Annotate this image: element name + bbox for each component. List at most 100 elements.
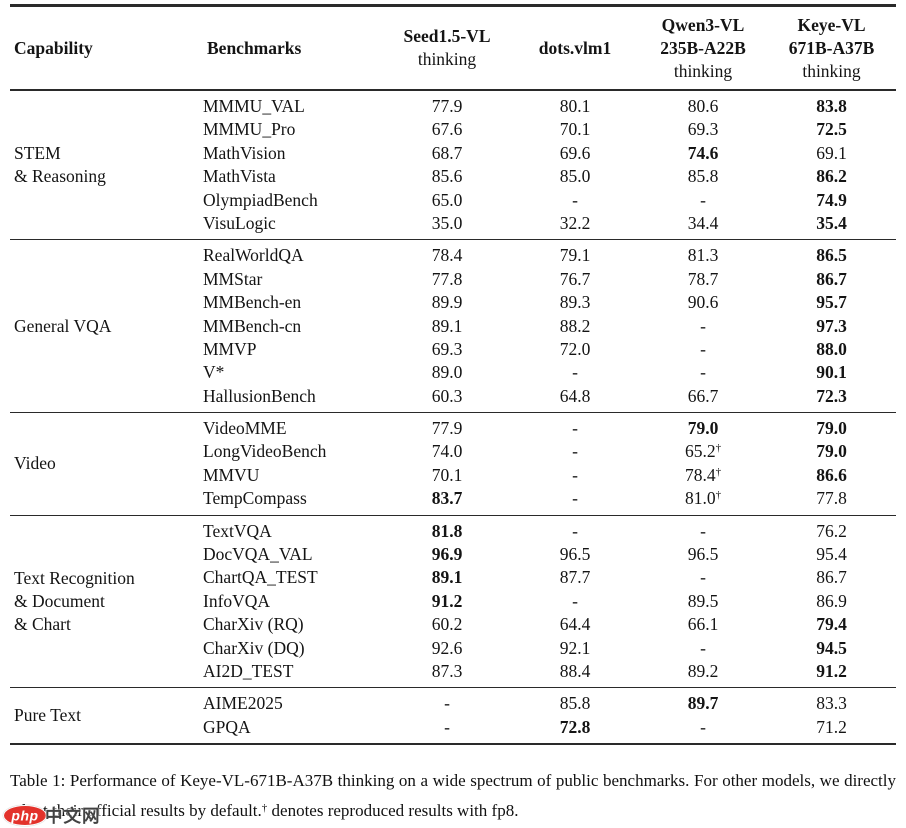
- score-cell: 65.2†: [684, 441, 722, 462]
- score-cell: 92.6: [431, 637, 463, 658]
- benchmark-name: HallusionBench: [203, 385, 316, 406]
- capability-label-line: & Document: [14, 591, 105, 611]
- group-separator-rule: [10, 412, 896, 414]
- score-cell: 97.3: [816, 315, 847, 336]
- score-cell: -: [700, 315, 706, 336]
- header-cell-benchmarks: Benchmarks: [203, 37, 383, 60]
- score-cell: 79.0: [687, 418, 719, 439]
- score-cell: 96.9: [431, 544, 463, 565]
- score-cell: 79.0: [816, 441, 847, 462]
- capability-group-0: STEM & Reasoning MMMU_VAL 77.9 80.1 80.6 83.8 M…: [10, 91, 896, 239]
- capability-label: STEM & Reasoning: [10, 91, 203, 239]
- score-cell: 89.7: [687, 693, 719, 714]
- score-cell: -: [572, 418, 578, 439]
- model-header-line: Keye-VL: [797, 14, 866, 35]
- score-cell: 35.0: [431, 212, 463, 233]
- benchmark-row: AIME2025 - 85.8 89.7 83.3: [10, 692, 896, 715]
- score-cell: 88.2: [559, 315, 591, 336]
- score-cell: -: [700, 716, 706, 737]
- table-caption: Table 1: Performance of Keye-VL-671B-A37…: [10, 768, 896, 824]
- score-cell: 69.3: [687, 119, 719, 140]
- benchmark-row: TextVQA 81.8 - - 76.2: [10, 520, 896, 543]
- score-cell: 88.4: [559, 660, 591, 681]
- capability-group-2: Video VideoMME 77.9-79.0 79.0 LongVideoBench…: [10, 413, 896, 515]
- score-cell: 79.1: [559, 245, 591, 266]
- score-cell: 65.0: [431, 189, 463, 210]
- capability-label: Pure Text: [10, 688, 203, 743]
- capability-header-label: Capability: [14, 37, 93, 58]
- score-cell: 67.6: [431, 119, 463, 140]
- model-header-line: 235B-A22B: [660, 37, 746, 58]
- header-cell-model-0: Seed1.5-VL thinking: [383, 25, 511, 71]
- dagger-symbol: †: [715, 489, 722, 502]
- score-cell: 89.3: [559, 292, 591, 313]
- score-cell: 69.1: [816, 142, 847, 163]
- score-cell: 32.2: [559, 212, 591, 233]
- score-cell: 89.5: [687, 590, 719, 611]
- group-separator-rule: [10, 687, 896, 689]
- benchmark-name: MMMU_VAL: [203, 96, 305, 116]
- score-cell: 34.4: [687, 212, 719, 233]
- benchmark-row: V* 89.0 - - 90.1: [10, 361, 896, 384]
- score-cell: 64.4: [559, 614, 591, 635]
- benchmark-name: TempCompass: [203, 488, 307, 509]
- capability-label: Video: [10, 413, 203, 515]
- dagger-symbol: †: [715, 465, 722, 478]
- benchmark-name: CharXiv (RQ): [203, 614, 304, 635]
- score-cell: -: [572, 590, 578, 611]
- score-cell: 83.8: [816, 96, 847, 116]
- capability-label-line: & Reasoning: [14, 166, 106, 187]
- dagger-symbol: †: [261, 801, 268, 814]
- score-cell: 81.0†: [684, 488, 722, 509]
- score-cell: 91.2: [431, 590, 463, 611]
- benchmark-row: MMStar 77.8 76.7 78.7 86.7: [10, 268, 896, 291]
- score-cell: -: [444, 716, 450, 737]
- benchmark-row: OlympiadBench 65.0 - - 74.9: [10, 189, 896, 212]
- score-cell: 80.1: [559, 96, 591, 116]
- benchmark-table: Capability Benchmarks Seed1.5-VL thinking…: [10, 4, 896, 746]
- benchmark-name: MMVP: [203, 338, 257, 359]
- score-cell: 77.9: [431, 96, 463, 116]
- benchmark-name: MMVU: [203, 464, 260, 485]
- score-cell: 70.1: [559, 119, 591, 140]
- benchmark-name: AI2D_TEST: [203, 660, 294, 681]
- score-cell: 86.6: [816, 464, 847, 485]
- header-cell-model-1: dots.vlm1: [511, 37, 639, 60]
- score-cell: 89.0: [431, 362, 463, 383]
- benchmark-row: VideoMME 77.9 - 79.0 79.0: [10, 417, 896, 440]
- benchmark-row: VisuLogic 35.0 32.2 34.4 35.4: [10, 212, 896, 235]
- score-cell: 60.2: [431, 614, 463, 635]
- group-separator-rule: [10, 514, 896, 516]
- benchmark-row: CharXiv (RQ) 60.2 64.4 66.1 79.4: [10, 613, 896, 636]
- benchmark-name: MMBench-cn: [203, 315, 302, 336]
- capability-label-line: Pure Text: [14, 705, 81, 726]
- capability-label-line: Text Recognition: [14, 568, 135, 588]
- model-header-line: Seed1.5-VL: [403, 26, 491, 46]
- score-cell: 78.4: [431, 245, 463, 266]
- capability-label-line: General VQA: [14, 315, 112, 336]
- benchmark-name: GPQA: [203, 716, 251, 737]
- score-cell: -: [572, 520, 578, 541]
- benchmark-name: CharXiv (DQ): [203, 637, 305, 658]
- score-cell: -: [700, 637, 706, 658]
- benchmark-name: DocVQA_VAL: [203, 544, 313, 565]
- benchmark-name: LongVideoBench: [203, 441, 327, 462]
- benchmark-row: MathVision 68.7 69.6 74.6 69.1: [10, 142, 896, 165]
- capability-label: Text Recognition & Document & Chart: [10, 516, 203, 688]
- score-cell: 96.5: [559, 544, 591, 565]
- php-watermark[interactable]: php 中文网: [3, 803, 101, 828]
- score-cell: 69.3: [431, 338, 463, 359]
- score-cell: 64.8: [559, 385, 591, 406]
- model-header-line: dots.vlm1: [538, 37, 612, 58]
- benchmark-row: MMBench-cn 89.1 88.2 - 97.3: [10, 315, 896, 338]
- benchmark-name: InfoVQA: [203, 590, 271, 611]
- benchmark-name: V*: [203, 362, 225, 383]
- score-cell: -: [572, 464, 578, 485]
- score-cell: 76.7: [559, 268, 591, 289]
- benchmark-row: AI2D_TEST 87.3 88.4 89.2 91.2: [10, 660, 896, 683]
- header-bottom-rule: [10, 89, 896, 91]
- score-cell: 74.0: [431, 441, 463, 462]
- benchmark-row: GPQA - 72.8 - 71.2: [10, 716, 896, 739]
- benchmark-row: MathVista 85.6 85.0 85.8 86.2: [10, 165, 896, 188]
- score-cell: 66.1: [687, 614, 719, 635]
